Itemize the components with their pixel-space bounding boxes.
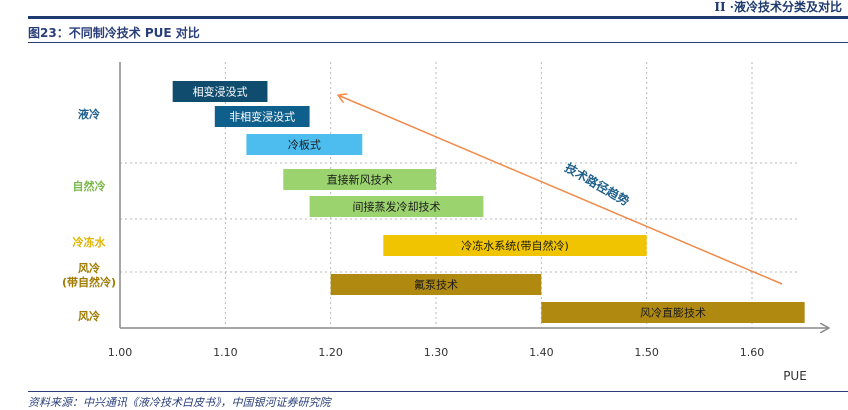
bar-3: [246, 134, 363, 155]
trend-label: 技术路径趋势: [562, 160, 632, 209]
bar-label: 直接新风技术: [327, 173, 393, 187]
x-tick-label: 1.30: [424, 346, 449, 359]
x-axis-label: PUE: [783, 369, 807, 383]
bar-label: 相变浸没式: [193, 85, 248, 99]
figure-title: 图23：不同制冷技术 PUE 对比: [28, 26, 200, 40]
bar-label: 氟泵技术: [414, 279, 458, 292]
header-rule: [28, 16, 848, 19]
bar-2: [214, 106, 310, 127]
bar-4: [283, 169, 436, 190]
title-rule: [28, 42, 848, 43]
x-tick-label: 1.10: [213, 346, 238, 359]
group-label: 自然冷: [73, 179, 106, 193]
bar-7: [330, 274, 542, 295]
group-label: 风冷: [78, 309, 100, 323]
group-label: 冷冻水: [73, 235, 107, 249]
source-note: 资料来源：中兴通讯《液冷技术白皮书》，中国银河证券研究院: [28, 396, 331, 409]
group-label: 风冷(带自然冷): [62, 261, 116, 289]
bar-label: 风冷直膨技术: [640, 306, 706, 320]
trend-arrow: [340, 96, 783, 285]
pue-comparison-chart: 1.00 1.10 1.20 1.30 1.40 1.50 1.60 液冷自然冷冷冻水风冷(带…: [62, 62, 848, 383]
bar-8: [541, 302, 805, 323]
x-tick-label: 1.50: [634, 346, 659, 359]
bar-label: 间接蒸发冷却技术: [353, 200, 441, 214]
x-tick-label: 1.40: [529, 346, 554, 359]
x-tick-label: 1.60: [740, 346, 765, 359]
bar-label: 非相变浸没式: [229, 110, 295, 124]
x-tick-label: 1.00: [108, 346, 133, 359]
bar-6: [383, 235, 647, 256]
group-label: 液冷: [78, 107, 100, 121]
bar-label: 冷板式: [288, 138, 321, 152]
source-rule: [28, 391, 848, 392]
x-tick-label: 1.20: [318, 346, 343, 359]
bar-1: [172, 81, 268, 102]
bar-label: 冷冻水系统(带自然冷): [461, 239, 569, 253]
header-text: II ·液冷技术分类及对比: [714, 0, 842, 14]
bar-5: [309, 196, 484, 217]
